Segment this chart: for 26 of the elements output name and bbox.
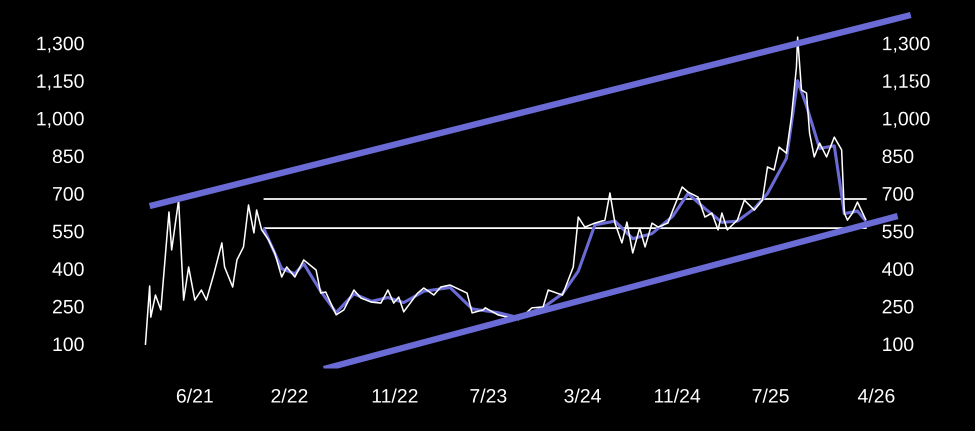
x-tick-label: 6/21 (176, 388, 213, 403)
y2-tick-label: 250 (882, 300, 914, 314)
y2-tick-label: 700 (882, 186, 914, 201)
y-tick-label: 1,000 (37, 112, 84, 128)
y-tick-label: 400 (52, 262, 84, 276)
y2-tick-label: 850 (882, 149, 914, 164)
y-tick-label: 700 (53, 186, 84, 201)
x-tick-label: 7/25 (752, 388, 789, 403)
x-tick-label: 3/24 (564, 388, 601, 403)
y-tick-label: 850 (52, 149, 84, 164)
y-tick-label: 250 (52, 300, 84, 314)
y2-tick-label: 400 (882, 262, 914, 276)
x-tick-label: 4/26 (858, 388, 894, 403)
y-tick-label: 550 (52, 224, 84, 238)
y2-tick-label: 1,150 (883, 74, 930, 90)
y-tick-label: 1,300 (37, 36, 84, 53)
y2-tick-label: 100 (883, 337, 914, 352)
x-tick-label: 11/22 (372, 388, 418, 403)
x-tick-label: 7/23 (470, 388, 506, 403)
y2-tick-label: 550 (882, 224, 914, 238)
x-tick-label: 11/24 (655, 388, 700, 403)
x-tick-label: 2/22 (271, 388, 308, 403)
y2-tick-label: 1,300 (883, 36, 930, 53)
y-tick-label: 1,150 (37, 74, 84, 90)
y2-tick-label: 1,000 (883, 112, 930, 128)
y-tick-label: 100 (53, 337, 84, 352)
